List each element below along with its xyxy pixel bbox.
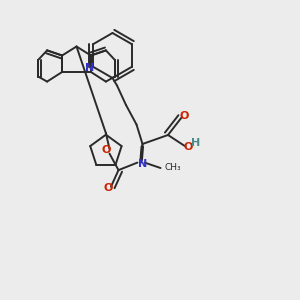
- Text: O: O: [184, 142, 193, 152]
- Text: N: N: [138, 159, 147, 169]
- Text: H: H: [191, 138, 200, 148]
- Text: CH₃: CH₃: [164, 164, 181, 172]
- Text: N: N: [85, 63, 94, 73]
- Text: O: O: [102, 145, 111, 155]
- Text: O: O: [104, 183, 113, 193]
- Text: O: O: [179, 111, 189, 121]
